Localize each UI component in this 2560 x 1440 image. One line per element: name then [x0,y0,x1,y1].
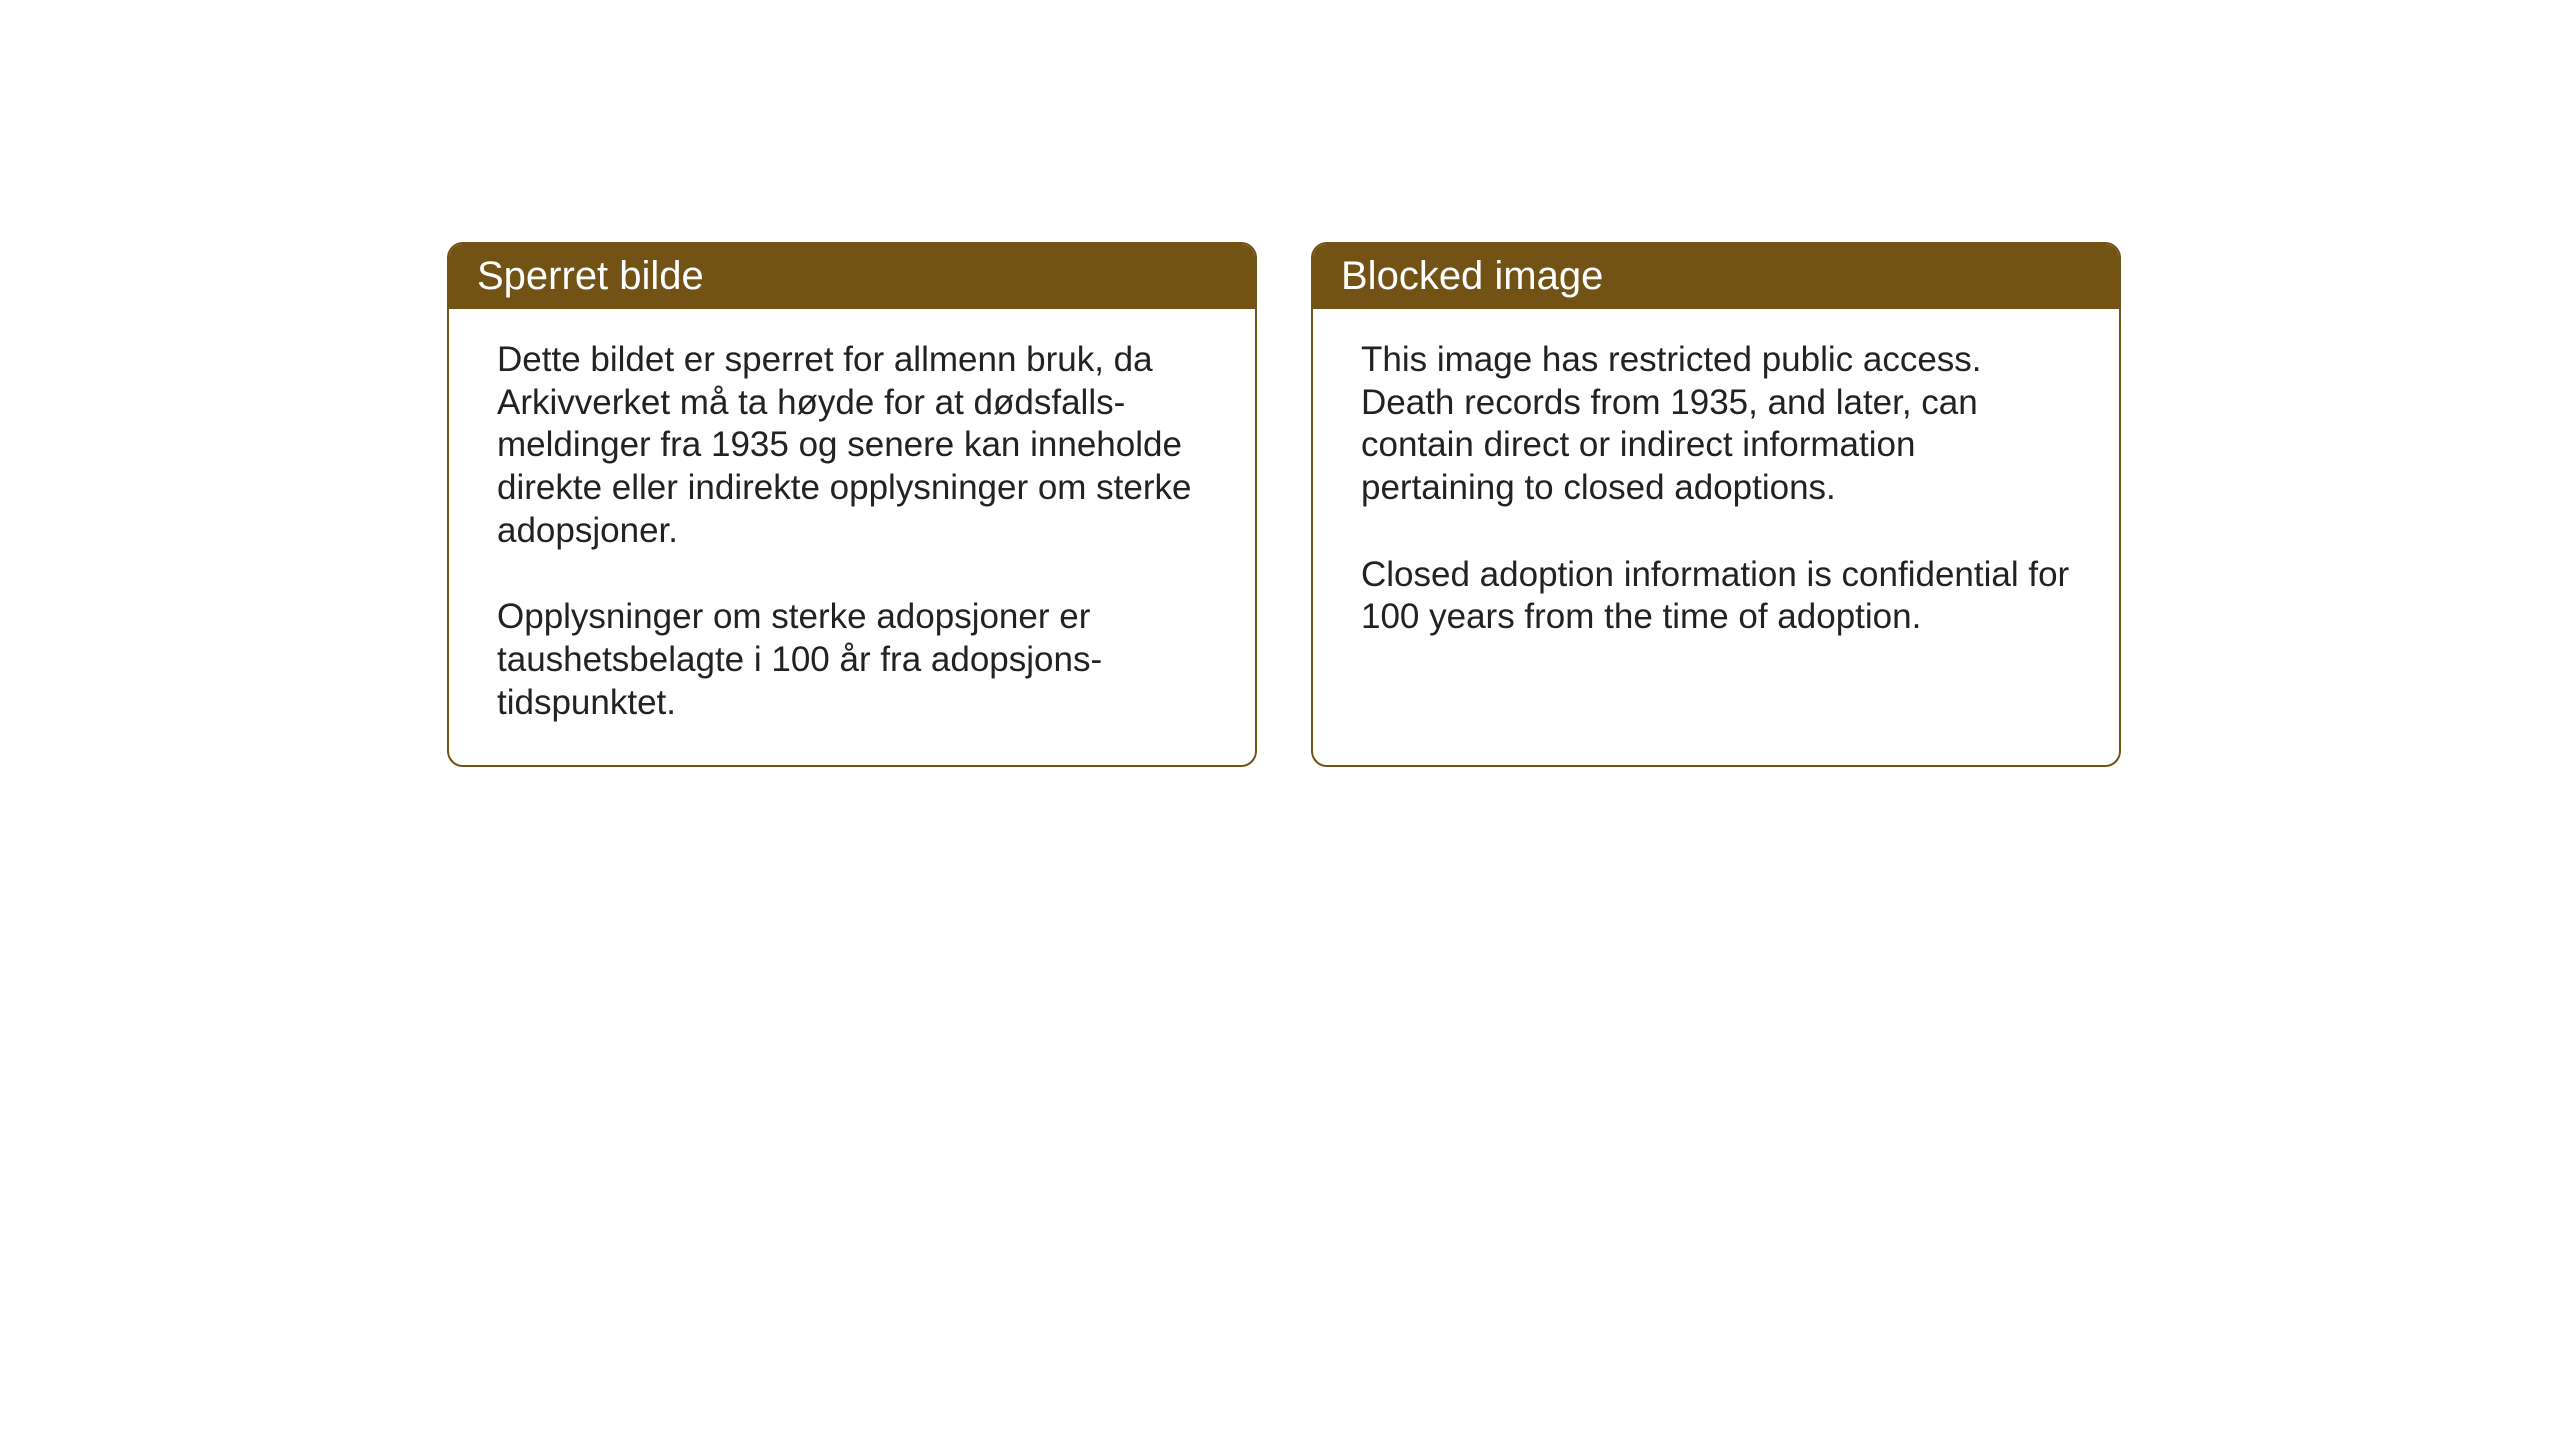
card-body-norwegian: Dette bildet er sperret for allmenn bruk… [449,309,1255,765]
card-title-norwegian: Sperret bilde [477,254,704,298]
card-title-english: Blocked image [1341,254,1603,298]
card-header-norwegian: Sperret bilde [449,244,1255,309]
card-body-english: This image has restricted public access.… [1313,309,2119,749]
notice-card-english: Blocked image This image has restricted … [1311,242,2121,767]
card-header-english: Blocked image [1313,244,2119,309]
card-paragraph-1-english: This image has restricted public access.… [1361,339,2071,510]
card-paragraph-2-norwegian: Opplysninger om sterke adopsjoner er tau… [497,596,1207,724]
card-paragraph-2-english: Closed adoption information is confident… [1361,554,2071,639]
notice-cards-container: Sperret bilde Dette bildet er sperret fo… [447,242,2121,767]
notice-card-norwegian: Sperret bilde Dette bildet er sperret fo… [447,242,1257,767]
card-paragraph-1-norwegian: Dette bildet er sperret for allmenn bruk… [497,339,1207,552]
